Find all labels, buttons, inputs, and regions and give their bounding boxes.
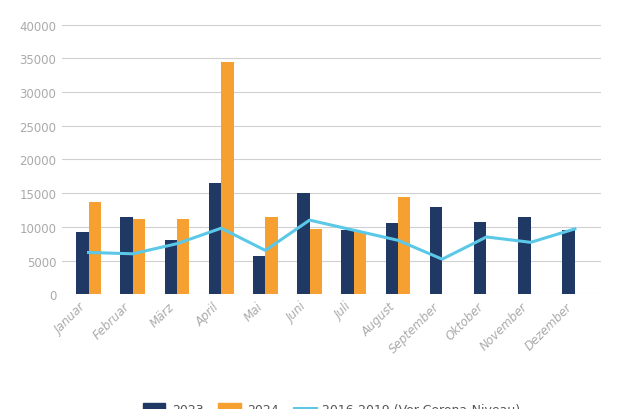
- Bar: [253, 256, 265, 294]
- Bar: [221, 63, 234, 294]
- Bar: [342, 231, 354, 294]
- Bar: [309, 229, 322, 294]
- Bar: [430, 207, 442, 294]
- Bar: [120, 218, 133, 294]
- Bar: [518, 217, 531, 294]
- Bar: [354, 232, 366, 294]
- Bar: [76, 233, 89, 294]
- Bar: [398, 197, 410, 294]
- Bar: [177, 220, 189, 294]
- Bar: [474, 222, 487, 294]
- Bar: [265, 217, 278, 294]
- Bar: [562, 231, 575, 294]
- Bar: [133, 219, 145, 294]
- Bar: [209, 184, 221, 294]
- Bar: [297, 194, 309, 294]
- Legend: 2023, 2024, 2016-2019 (Vor-Corona-Niveau): 2023, 2024, 2016-2019 (Vor-Corona-Niveau…: [138, 398, 526, 409]
- Bar: [164, 241, 177, 294]
- Bar: [89, 202, 101, 294]
- Bar: [386, 224, 398, 294]
